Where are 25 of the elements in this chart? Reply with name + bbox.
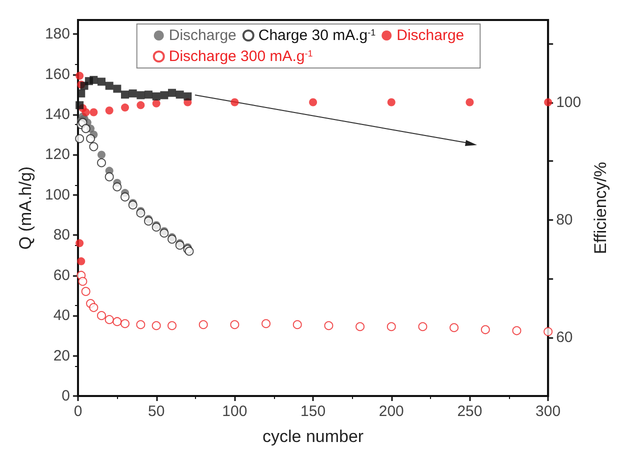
y-tick-label: 0 <box>62 388 70 404</box>
x-tick-label: 300 <box>536 403 561 420</box>
y-tick-label: 60 <box>53 266 70 284</box>
x-tick-label: 100 <box>222 403 248 420</box>
y2-tick-label: 60 <box>556 328 573 346</box>
y-tick-label: 160 <box>44 66 70 83</box>
y2-tick-label: 80 <box>556 211 573 228</box>
y2-tick-label: 100 <box>556 94 582 111</box>
x-tick-label: 200 <box>378 403 404 420</box>
legend-label: Discharge <box>396 27 464 44</box>
x-tick-label: 150 <box>300 403 326 420</box>
x-axis-title: cycle number <box>262 427 364 446</box>
x-tick-label: 50 <box>148 403 165 420</box>
y-tick-label: 140 <box>44 106 70 124</box>
x-tick-label: 250 <box>457 403 482 420</box>
y-tick-label: 40 <box>53 307 70 324</box>
y-tick-label: 100 <box>44 186 70 204</box>
y-axis-title: Q (mA.h/g) <box>16 166 36 250</box>
y-tick-label: 80 <box>53 226 70 244</box>
y2-axis-title: Efficiency/% <box>591 162 610 254</box>
legend-label: Discharge <box>168 27 236 44</box>
y-tick-label: 120 <box>44 146 70 164</box>
y-tick-label: 180 <box>44 26 70 43</box>
x-tick-label: 0 <box>74 403 82 420</box>
y-tick-label: 20 <box>53 347 70 364</box>
